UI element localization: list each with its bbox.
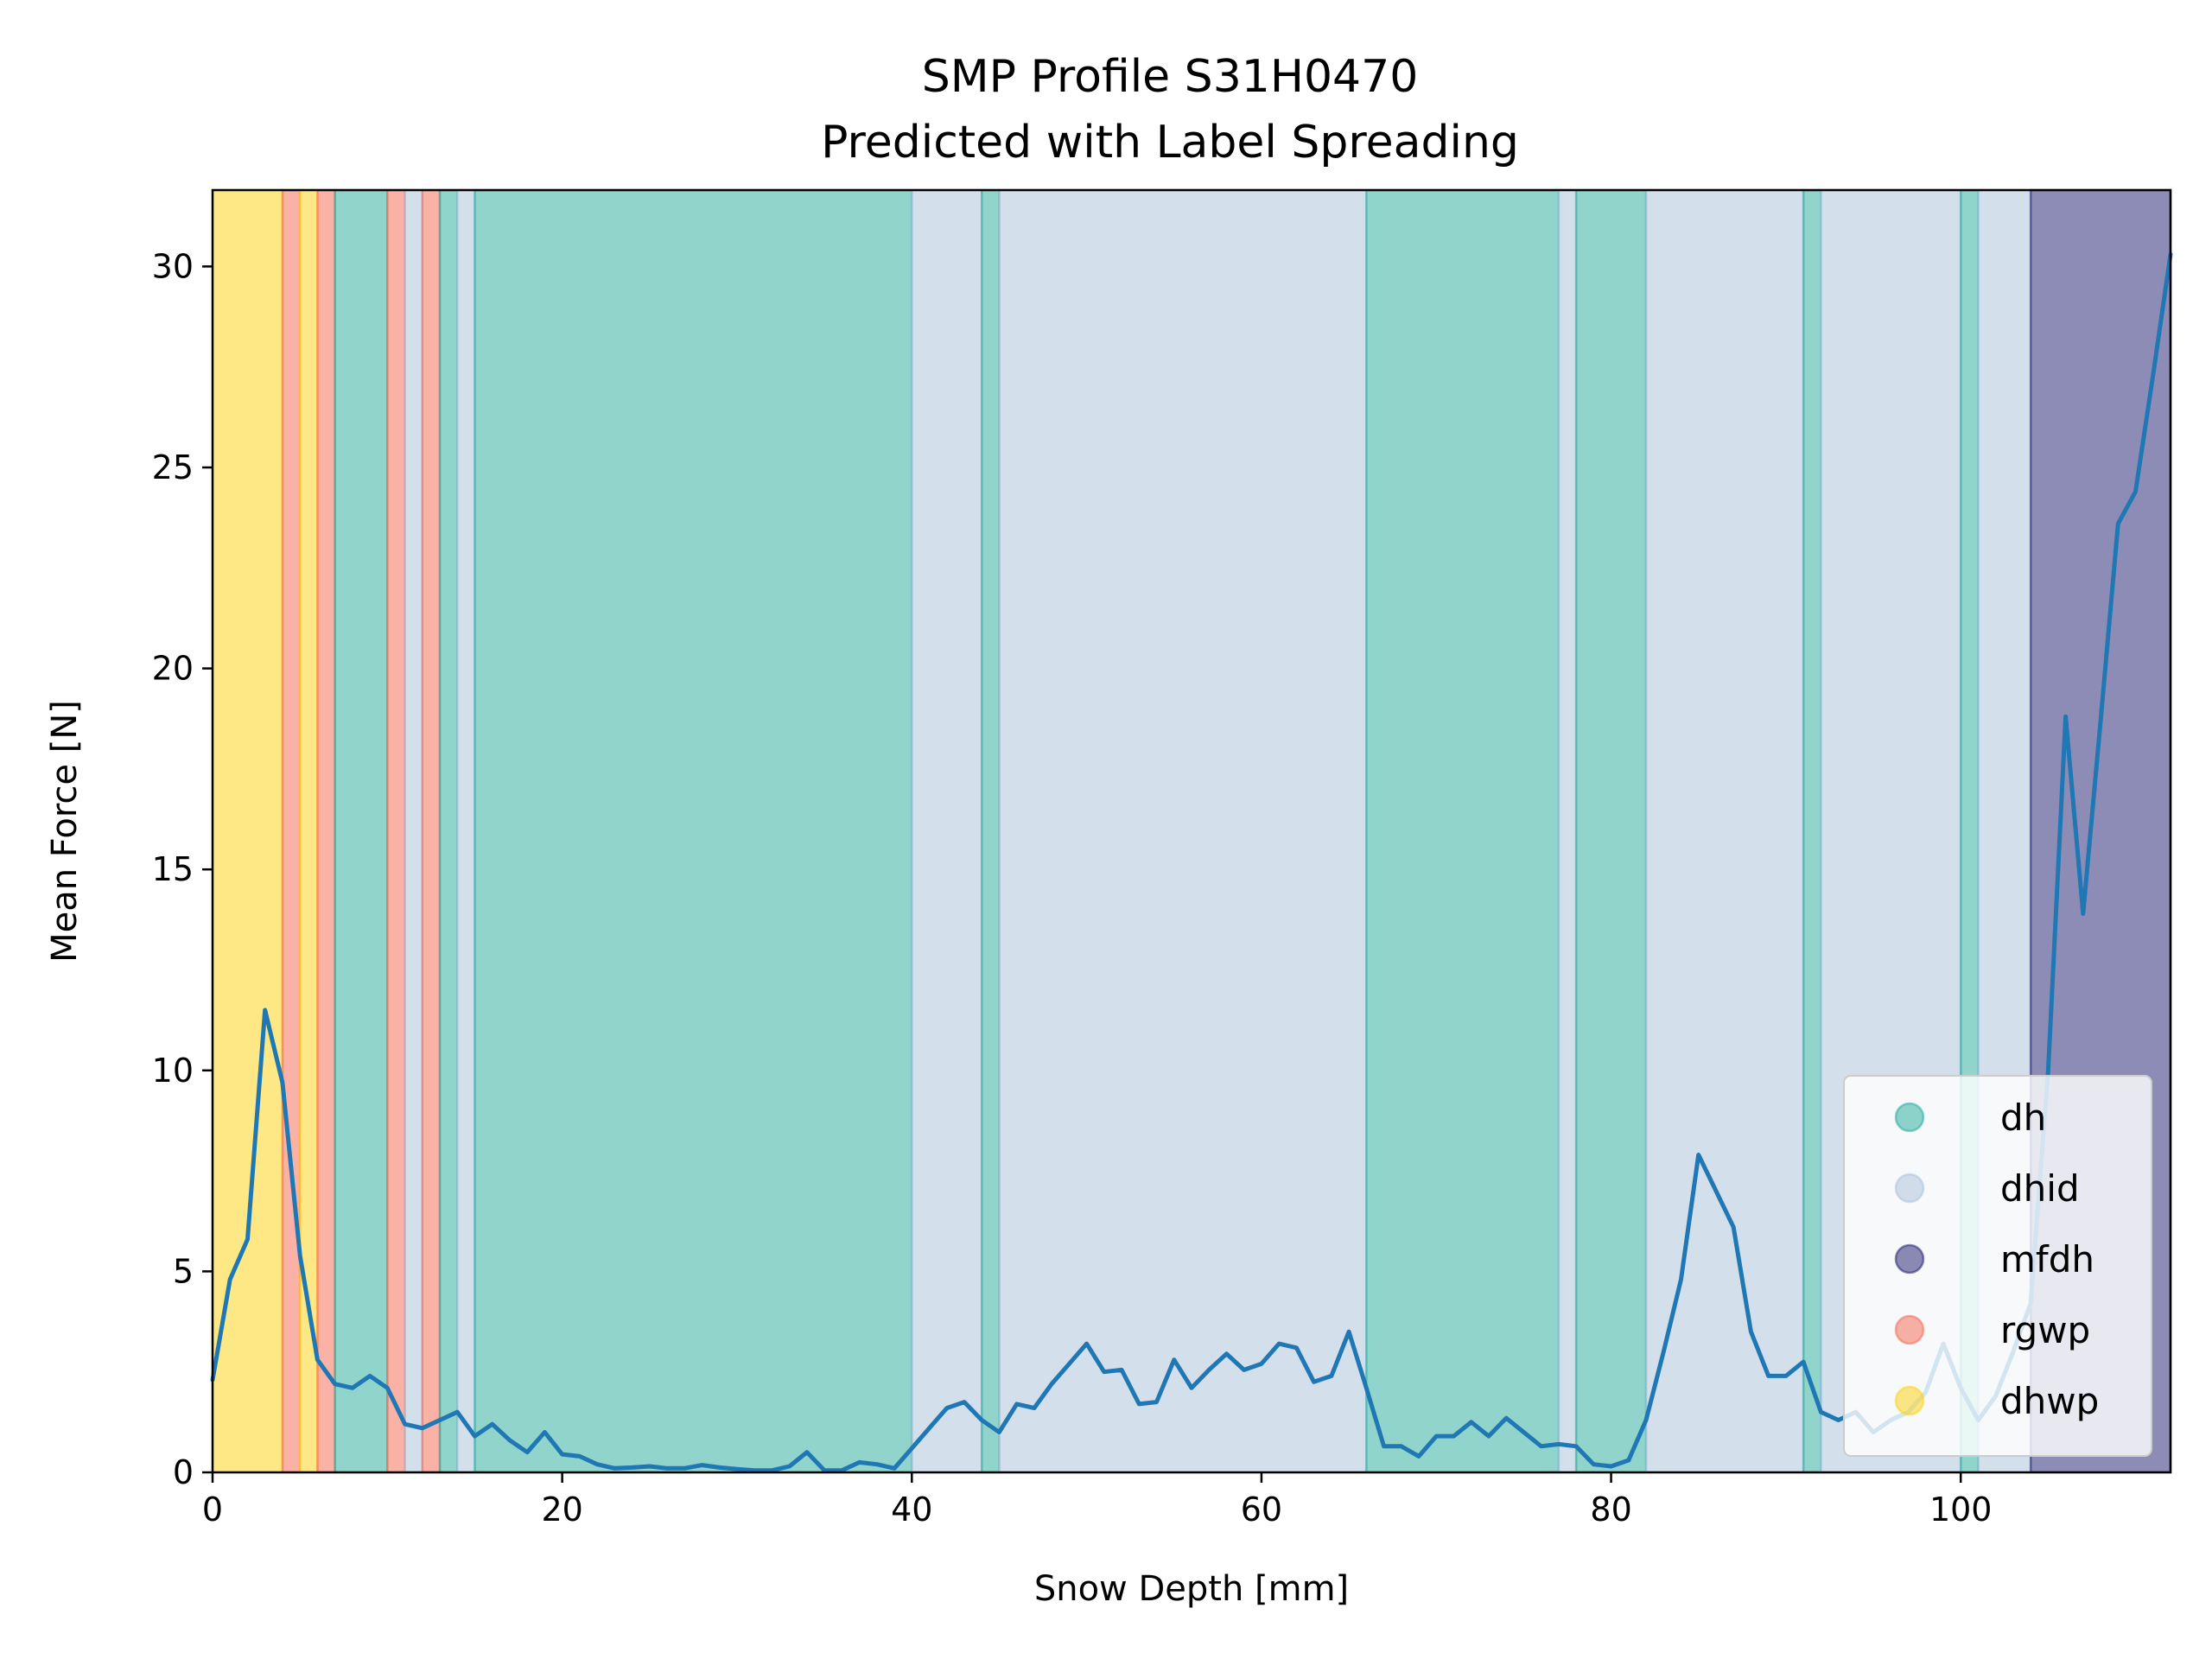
legend-label-mfdh: mfdh (2000, 1238, 2094, 1281)
y-tick-label: 0 (173, 1453, 194, 1491)
layer-band-rgwp (316, 188, 336, 1474)
layer-band-dhid (404, 188, 424, 1474)
y-tick-label: 5 (173, 1252, 194, 1290)
layer-band-rgwp (281, 188, 302, 1474)
x-tick-label: 40 (891, 1491, 932, 1529)
x-tick-label: 20 (541, 1491, 582, 1529)
layer-band-rgwp (386, 188, 406, 1474)
x-axis-label: Snow Depth [mm] (1034, 1569, 1349, 1609)
x-tick-label: 80 (1590, 1491, 1631, 1529)
y-tick-label: 30 (152, 247, 194, 285)
layer-band-dh (1365, 188, 1560, 1474)
legend-marker-rgwp (1894, 1314, 1925, 1345)
y-tick-label: 15 (152, 850, 194, 888)
y-axis: 0 5 10 15 20 25 30 (152, 247, 213, 1491)
legend-marker-dhid (1894, 1173, 1925, 1204)
layer-band-dh (438, 188, 459, 1474)
x-tick-label: 100 (1929, 1491, 1993, 1529)
legend-label-rgwp: rgwp (2000, 1309, 2090, 1351)
y-tick-label: 25 (152, 448, 194, 486)
chart-subtitle: Predicted with Label Spreading (821, 117, 1519, 168)
layer-band-dhid (1557, 188, 1578, 1474)
plot-frame (211, 188, 2172, 1474)
layer-band-dhid (911, 188, 983, 1474)
x-tick-label: 0 (202, 1491, 223, 1529)
layer-band-dh (980, 188, 1001, 1474)
layer-band-dhwp (211, 188, 284, 1474)
layer-band-dh (334, 188, 389, 1474)
layer-band-rgwp (421, 188, 442, 1474)
chart-title: SMP Profile S31H0470 (922, 51, 1419, 103)
layer-bands (211, 188, 2172, 1474)
legend-label-dh: dh (2000, 1096, 2046, 1139)
y-tick-label: 10 (152, 1052, 194, 1090)
legend-marker-mfdh (1894, 1243, 1925, 1274)
y-tick-label: 20 (152, 650, 194, 688)
layer-band-dh (474, 188, 913, 1474)
legend-marker-dh (1894, 1102, 1925, 1133)
x-axis: 0 20 40 60 80 100 (202, 1472, 1993, 1529)
x-tick-label: 60 (1241, 1491, 1282, 1529)
layer-band-dhid (456, 188, 476, 1474)
layer-band-dh (1574, 188, 1648, 1474)
layer-band-dhid (1644, 188, 1805, 1474)
y-axis-label: Mean Force [N] (45, 700, 85, 963)
layer-band-dhid (998, 188, 1368, 1474)
legend-label-dhid: dhid (2000, 1167, 2080, 1210)
legend-box (1843, 1075, 2152, 1457)
legend-marker-dhwp (1894, 1385, 1925, 1416)
layer-band-dh (1802, 188, 1822, 1474)
legend-label-dhwp: dhwp (2000, 1380, 2099, 1422)
legend: dh dhid mfdh rgwp dhwp (1843, 1075, 2152, 1457)
